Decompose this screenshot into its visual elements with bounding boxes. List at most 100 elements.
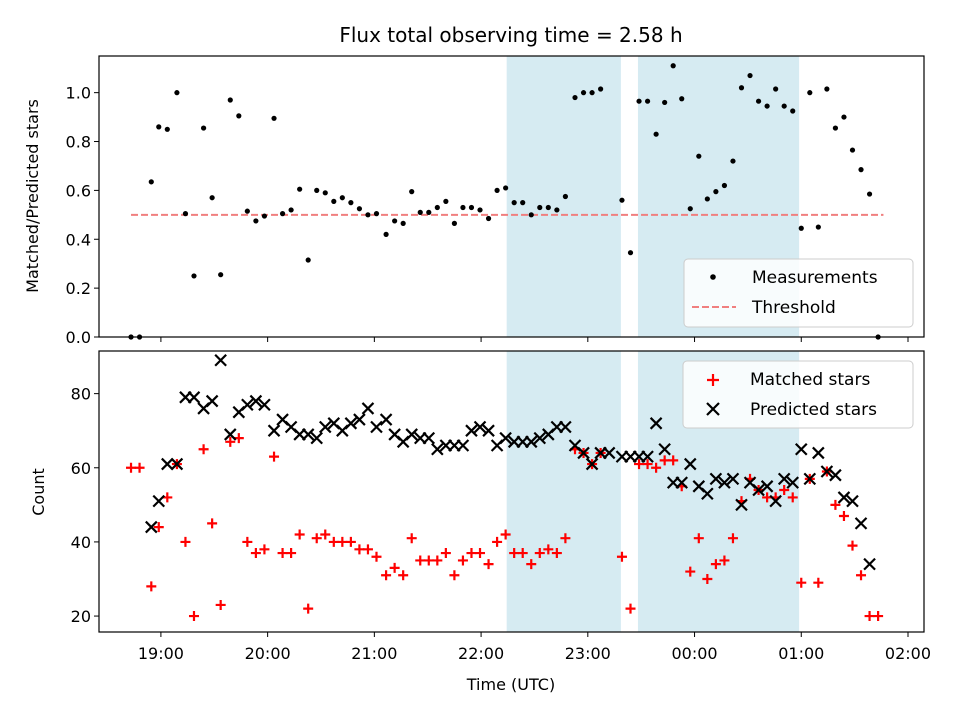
measurement-point [164, 126, 170, 132]
measurement-point [730, 158, 736, 164]
measurement-point [494, 187, 500, 193]
measurement-point [417, 209, 423, 215]
measurement-point [434, 204, 440, 211]
measurement-point [236, 113, 242, 119]
measurement-point [443, 198, 449, 204]
matched-point [634, 459, 645, 470]
measurement-point [209, 195, 215, 201]
measurement-point [747, 72, 753, 79]
measurement-point [348, 200, 354, 206]
matched-point [685, 566, 696, 577]
ratio-legend: Measurements Threshold [683, 258, 914, 328]
measurement-point [545, 204, 551, 211]
matched-point [864, 611, 875, 622]
predicted-points [145, 353, 876, 571]
ratio-panel: 0.0 0.2 0.4 0.6 0.8 1.0 Matched/Predicted sta… [23, 55, 925, 347]
legend-label-matched: Matched stars [750, 370, 870, 390]
predicted-point [649, 417, 663, 430]
measurement-point [392, 218, 398, 224]
predicted-point [370, 420, 383, 434]
measurement-point [297, 186, 303, 192]
predicted-point [577, 446, 590, 460]
matched-point [668, 455, 679, 466]
matched-point [560, 533, 571, 544]
predicted-point [701, 487, 714, 501]
count-legend: Matched stars Predicted stars [682, 360, 914, 429]
matched-point [534, 548, 545, 559]
measurement-point [815, 224, 821, 230]
predicted-point [301, 428, 315, 441]
matched-point [269, 451, 280, 462]
measurement-point [485, 215, 492, 222]
matched-point [543, 544, 554, 555]
measurement-point [841, 114, 847, 120]
y-tick-label: 20 [71, 607, 91, 626]
predicted-point [726, 472, 740, 486]
measurement-point [662, 99, 668, 106]
measurement-point [520, 200, 526, 206]
count-y-label: Count [29, 468, 48, 516]
legend-marker-measurements [710, 274, 716, 280]
measurement-point [554, 207, 560, 213]
matched-point [659, 455, 670, 466]
measurement-point [679, 96, 685, 102]
predicted-point [683, 457, 697, 471]
predicted-point [318, 420, 332, 434]
matched-point [362, 544, 373, 555]
measurement-point [619, 197, 625, 203]
measurement-point [627, 250, 634, 256]
matched-point [423, 555, 434, 566]
matched-point [475, 548, 486, 559]
count-x-ticks: 19:00 20:00 21:00 22:00 23:00 00:00 01:00 02:00 [138, 632, 931, 663]
measurement-point [227, 97, 233, 103]
measurement-point [572, 94, 578, 101]
measurement-point [305, 257, 311, 263]
predicted-point [456, 439, 470, 452]
measurement-point [503, 185, 509, 191]
x-tick-label: 20:00 [245, 644, 291, 663]
predicted-point [559, 420, 572, 434]
predicted-point [803, 472, 817, 486]
measurement-point [580, 90, 587, 96]
matched-point [126, 462, 137, 473]
matched-point [642, 459, 653, 470]
matched-point [303, 603, 314, 614]
predicted-point [658, 442, 671, 456]
predicted-point [641, 450, 654, 463]
matched-point [381, 570, 392, 581]
measurement-point [511, 200, 517, 206]
matched-point [702, 573, 713, 584]
predicted-point [465, 424, 478, 437]
predicted-point [344, 417, 358, 430]
predicted-point [820, 465, 834, 478]
measurement-point [451, 220, 458, 226]
predicted-point [241, 398, 254, 412]
predicted-point [482, 424, 495, 437]
observing-span-0 [506, 351, 621, 632]
matched-point [625, 603, 636, 614]
x-axis-label: Time (UTC) [466, 675, 555, 694]
legend-marker-predicted [706, 402, 720, 416]
predicted-point [718, 476, 731, 489]
measurement-point [849, 147, 856, 153]
count-legend-box [682, 360, 914, 429]
matched-points [126, 433, 884, 622]
x-tick-label: 19:00 [138, 644, 184, 663]
predicted-point [473, 420, 487, 434]
x-tick-label: 02:00 [885, 644, 931, 663]
measurement-point [773, 86, 779, 92]
predicted-point [422, 431, 436, 445]
measurement-point [174, 90, 180, 96]
measurement-point [373, 211, 380, 217]
matched-point [188, 611, 199, 622]
measurement-point [468, 204, 475, 211]
predicted-point [794, 442, 808, 456]
measurement-point [528, 212, 534, 218]
matched-point [616, 551, 627, 562]
measurement-point [696, 153, 702, 159]
predicted-point [258, 398, 271, 412]
measurement-point [832, 125, 839, 131]
matched-point [406, 533, 417, 544]
measurement-point [858, 167, 864, 173]
